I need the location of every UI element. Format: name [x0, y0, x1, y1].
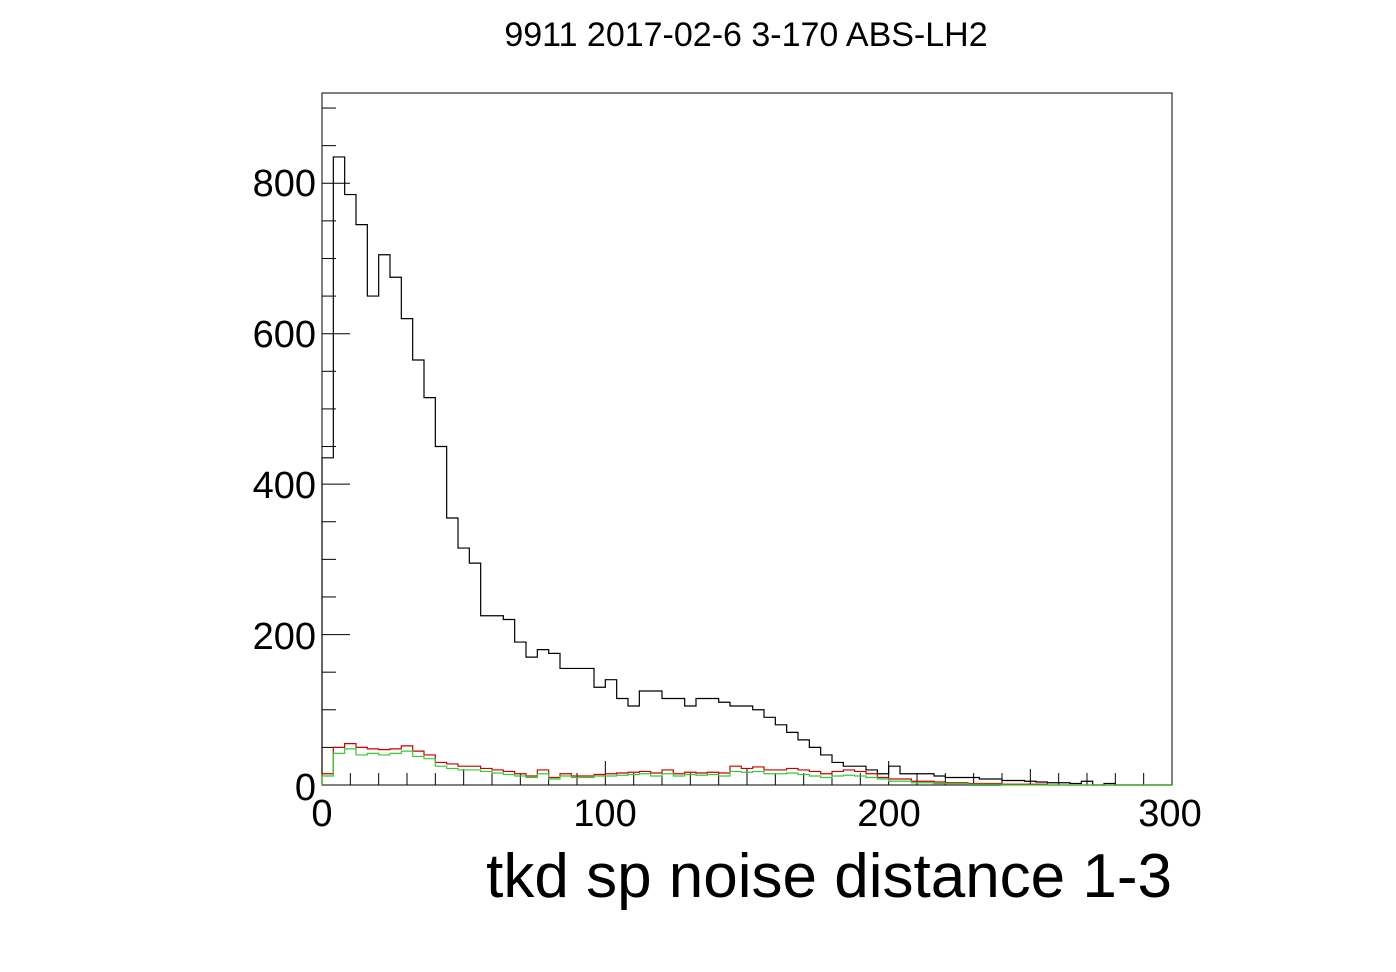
histogram-series-2	[321, 748, 1172, 786]
x-minor-ticks	[321, 761, 1173, 785]
histogram-outline-1	[321, 743, 1172, 786]
y-minor-ticks	[322, 107, 350, 786]
y-tick-label-400: 400	[253, 465, 316, 507]
x-tick-label-200: 200	[857, 793, 920, 835]
histogram-outline-0	[321, 156, 1172, 786]
histogram-outline-2	[321, 748, 1172, 786]
x-tick-label-0: 0	[311, 793, 332, 835]
histogram-series-1	[321, 743, 1172, 786]
x-tick-label-300: 300	[1138, 793, 1201, 835]
series-layer	[321, 156, 1172, 786]
histogram-series-0	[321, 156, 1172, 786]
y-tick-label-0: 0	[295, 767, 316, 809]
y-tick-label-600: 600	[253, 314, 316, 356]
x-axis-label: tkd sp noise distance 1-3	[486, 842, 1172, 911]
x-tick-label-100: 100	[573, 793, 636, 835]
y-tick-label-200: 200	[253, 616, 316, 658]
chart-title: 9911 2017-02-6 3-170 ABS-LH2	[504, 16, 987, 54]
plot-frame	[321, 92, 1173, 786]
y-tick-label-800: 800	[253, 163, 316, 205]
